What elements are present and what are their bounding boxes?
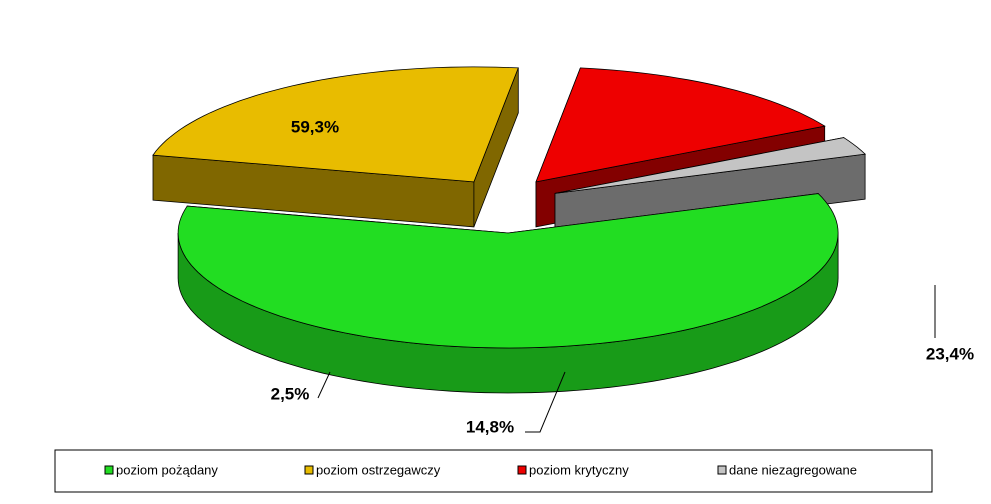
leader-line xyxy=(525,371,566,433)
value-label: 14,8% xyxy=(466,417,514,436)
value-label: 23,4% xyxy=(926,344,974,363)
slice xyxy=(554,137,867,194)
legend-label: poziom ostrzegawczy xyxy=(316,462,441,477)
legend-label: poziom krytyczny xyxy=(529,462,629,477)
slice xyxy=(535,67,826,183)
legend-box xyxy=(54,449,933,493)
legend-swatch xyxy=(517,465,527,475)
slice xyxy=(177,193,839,349)
legend-label: dane niezagregowane xyxy=(729,462,857,477)
value-label: 2,5% xyxy=(271,384,310,403)
value-label: 59,3% xyxy=(291,117,339,136)
legend-swatch xyxy=(717,465,727,475)
legend-swatch xyxy=(304,465,314,475)
leader-line xyxy=(317,371,331,399)
legend-swatch xyxy=(104,465,114,475)
slice xyxy=(152,66,519,183)
legend-label: poziom pożądany xyxy=(116,462,218,477)
